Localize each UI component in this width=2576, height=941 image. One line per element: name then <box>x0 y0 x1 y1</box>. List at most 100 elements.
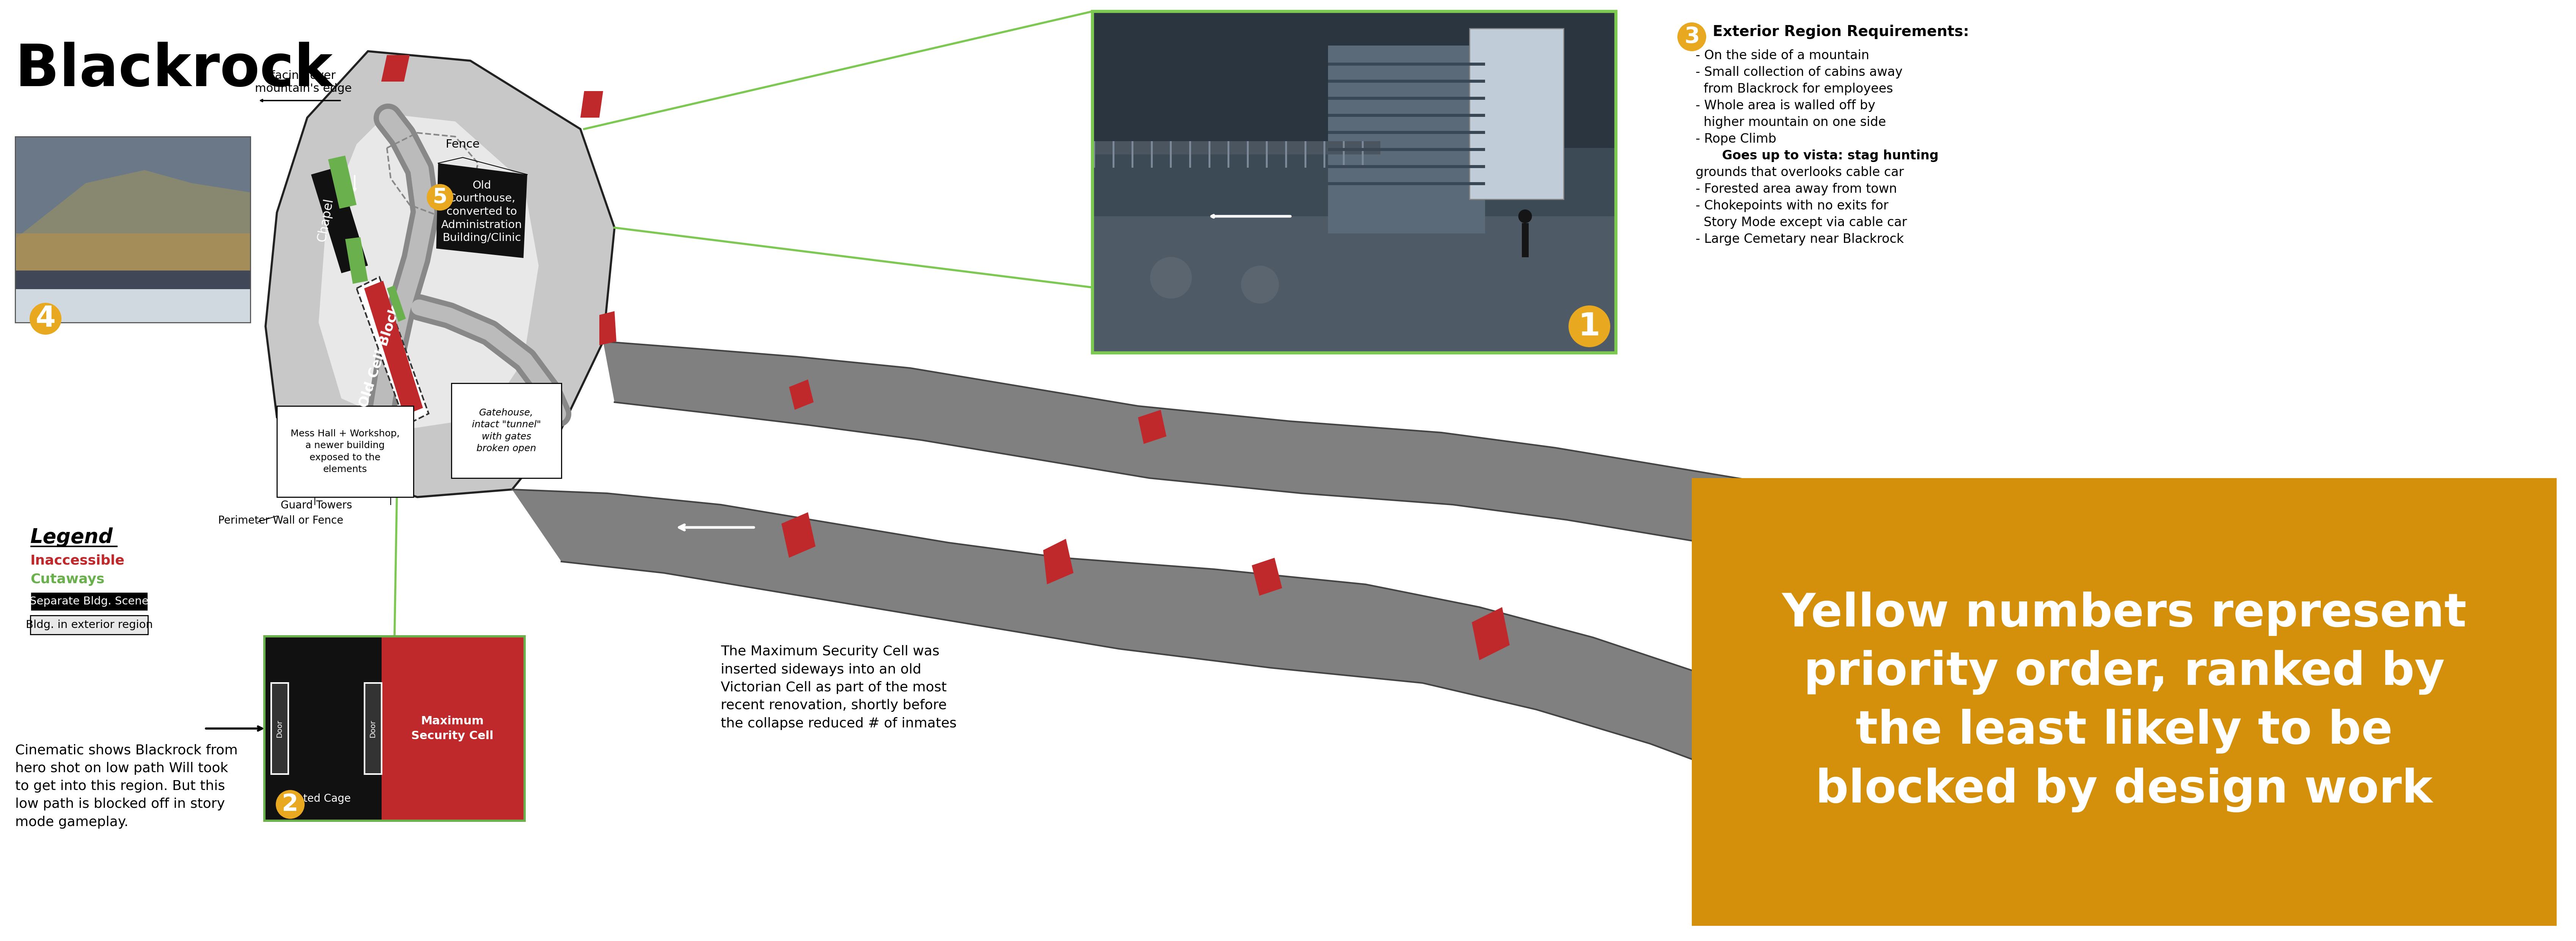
Text: Door: Door <box>368 720 376 738</box>
Polygon shape <box>265 51 616 497</box>
Polygon shape <box>1695 679 1728 736</box>
Text: Old Cell Block: Old Cell Block <box>358 304 402 409</box>
Polygon shape <box>788 379 814 409</box>
Bar <box>1329 183 1484 185</box>
Circle shape <box>428 184 453 211</box>
Polygon shape <box>319 114 538 429</box>
Text: Mess Hall + Workshop,
a newer building
exposed to the
elements: Mess Hall + Workshop, a newer building e… <box>291 429 399 474</box>
Bar <box>1092 141 1381 154</box>
Text: Blackrock: Blackrock <box>15 41 332 98</box>
Text: - Large Cemetary near Blackrock: - Large Cemetary near Blackrock <box>1695 233 1904 246</box>
Bar <box>263 635 526 821</box>
Text: grounds that overlooks cable car: grounds that overlooks cable car <box>1695 167 1904 179</box>
Bar <box>1329 114 1484 117</box>
Bar <box>265 637 523 820</box>
Bar <box>265 637 374 820</box>
Circle shape <box>1677 23 1705 51</box>
Bar <box>1468 28 1564 199</box>
Text: 3: 3 <box>1685 26 1700 48</box>
Text: Story Mode except via cable car: Story Mode except via cable car <box>1695 216 1906 229</box>
Bar <box>1329 97 1484 100</box>
Bar <box>381 637 523 820</box>
Polygon shape <box>15 170 250 323</box>
Text: Exterior Region Requirements:: Exterior Region Requirements: <box>1713 24 1968 40</box>
Bar <box>15 289 250 323</box>
Text: - Whole area is walled off by: - Whole area is walled off by <box>1695 100 1875 112</box>
Bar <box>1092 11 1615 148</box>
Bar <box>1329 165 1484 168</box>
Bar <box>15 233 250 279</box>
Text: Fence: Fence <box>446 139 479 150</box>
Text: The Maximum Security Cell was
inserted sideways into an old
Victorian Cell as pa: The Maximum Security Cell was inserted s… <box>721 645 956 730</box>
Text: Old
Courthouse,
converted to
Administration
Building/Clinic: Old Courthouse, converted to Administrat… <box>440 180 523 244</box>
Circle shape <box>1149 257 1193 298</box>
Text: 4: 4 <box>36 305 57 333</box>
Polygon shape <box>312 167 368 273</box>
Polygon shape <box>1139 409 1167 444</box>
Polygon shape <box>580 91 603 118</box>
Polygon shape <box>600 311 616 345</box>
Text: 2: 2 <box>281 793 299 816</box>
Text: Yellow numbers represent
priority order, ranked by
the least likely to be
blocke: Yellow numbers represent priority order,… <box>1783 592 2468 812</box>
Polygon shape <box>1471 607 1510 661</box>
Text: Perimeter Wall or Fence: Perimeter Wall or Fence <box>219 516 343 526</box>
Circle shape <box>276 790 304 819</box>
Text: - On the side of a mountain: - On the side of a mountain <box>1695 49 1870 62</box>
Bar <box>451 383 562 478</box>
Bar <box>31 592 147 611</box>
Bar <box>15 136 250 239</box>
Bar <box>276 406 415 497</box>
Polygon shape <box>327 155 355 209</box>
Text: Chapel: Chapel <box>314 198 335 243</box>
Polygon shape <box>386 285 407 322</box>
Polygon shape <box>1043 539 1074 584</box>
Text: Separate Bldg. Scene: Separate Bldg. Scene <box>31 596 149 607</box>
Text: Guard Towers: Guard Towers <box>281 500 353 511</box>
Circle shape <box>1569 306 1610 347</box>
Polygon shape <box>381 55 410 82</box>
Polygon shape <box>781 512 817 558</box>
Polygon shape <box>363 280 422 416</box>
Bar <box>270 683 289 774</box>
Text: Cinematic shows Blackrock from
hero shot on low path Will took
to get into this : Cinematic shows Blackrock from hero shot… <box>15 743 237 829</box>
Bar <box>1692 478 2555 926</box>
Text: Gated Cage: Gated Cage <box>289 793 350 804</box>
Text: higher mountain on one side: higher mountain on one side <box>1695 116 1886 129</box>
Text: Gatehouse,
intact "tunnel"
with gates
broken open: Gatehouse, intact "tunnel" with gates br… <box>471 408 541 454</box>
Text: Maximum
Security Cell: Maximum Security Cell <box>412 716 495 742</box>
Polygon shape <box>1329 45 1484 233</box>
Text: 1: 1 <box>1579 311 1600 342</box>
Polygon shape <box>435 163 528 258</box>
Text: facing over
mountain's edge: facing over mountain's edge <box>255 71 353 94</box>
Bar <box>1329 63 1484 66</box>
Text: - Rope Climb: - Rope Climb <box>1695 133 1777 145</box>
Text: - Small collection of cabins away: - Small collection of cabins away <box>1695 66 1904 78</box>
Bar <box>1329 148 1484 151</box>
Polygon shape <box>538 394 556 425</box>
Text: Goes up to vista: stag hunting: Goes up to vista: stag hunting <box>1695 150 1940 162</box>
Bar <box>1092 11 1615 353</box>
Text: Inaccessible: Inaccessible <box>31 554 124 566</box>
Text: - Chokepoints with no exits for: - Chokepoints with no exits for <box>1695 199 1888 212</box>
Bar <box>1522 223 1528 257</box>
Polygon shape <box>1252 558 1283 596</box>
Circle shape <box>1517 210 1533 223</box>
Text: Door: Door <box>276 720 283 738</box>
Text: from Blackrock for employees: from Blackrock for employees <box>1695 83 1893 95</box>
Polygon shape <box>355 277 428 425</box>
Bar <box>1092 11 1615 353</box>
Polygon shape <box>513 489 2125 857</box>
Bar <box>15 270 250 298</box>
Bar <box>1329 131 1484 134</box>
Text: Cutaways: Cutaways <box>31 573 106 586</box>
Bar <box>363 683 381 774</box>
Polygon shape <box>345 237 368 284</box>
Bar <box>31 615 147 634</box>
Polygon shape <box>603 342 2061 599</box>
Bar <box>15 136 250 323</box>
Text: 5: 5 <box>433 187 448 208</box>
Circle shape <box>1242 265 1278 304</box>
Circle shape <box>28 303 62 335</box>
Bar <box>31 546 118 547</box>
Bar <box>1092 216 1615 353</box>
